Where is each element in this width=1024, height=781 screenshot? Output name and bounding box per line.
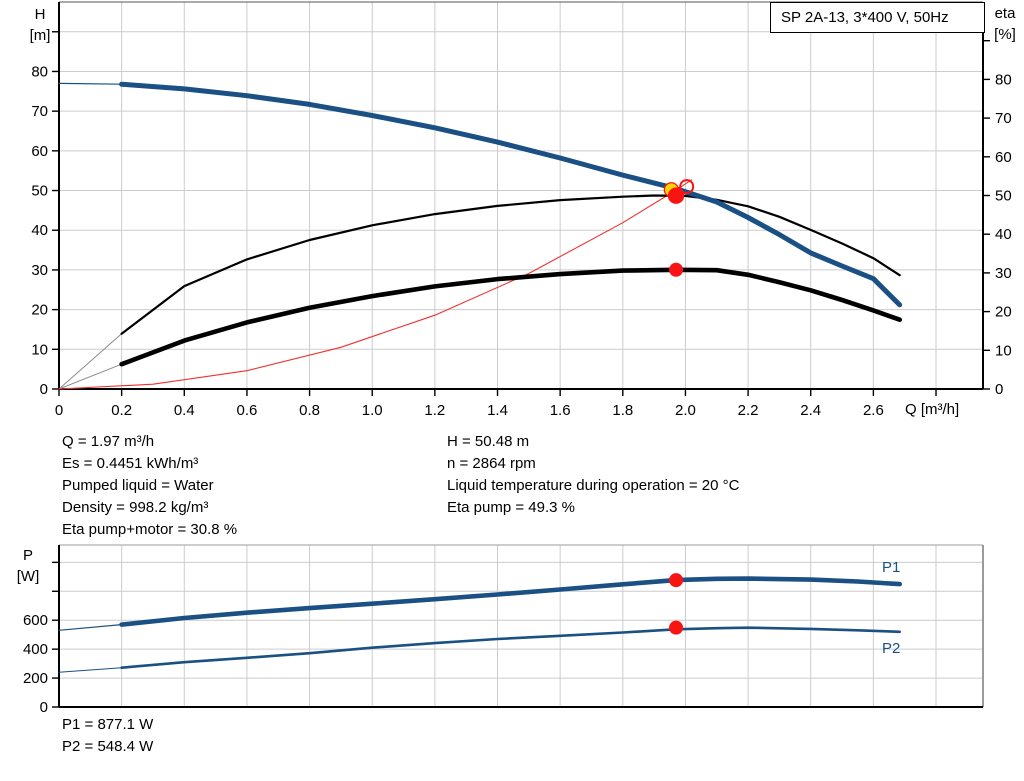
h-axis-quantity: H [34, 6, 46, 23]
y-right-tick-label: 20 [995, 304, 1012, 321]
x-tick-label: 0.4 [174, 402, 195, 419]
system-curve [58, 179, 693, 390]
x-tick-label: 1.8 [612, 402, 633, 419]
x-tick-label: 2.4 [800, 402, 821, 419]
y-right-tick-label: 0 [995, 381, 1003, 398]
eta-axis-quantity: eta [994, 5, 1016, 22]
x-tick-label: 1.6 [550, 402, 571, 419]
density-text: Density = 998.2 kg/m³ [62, 499, 209, 516]
eta-pump-motor-connector [58, 363, 123, 390]
y-left-tick-label: 600 [23, 612, 48, 629]
duty-point-eta-pump-motor [669, 262, 684, 277]
p-axis-quantity: P [22, 547, 33, 564]
duty-head-text: H = 50.48 m [447, 433, 530, 450]
speed-text: n = 2864 rpm [447, 455, 536, 472]
eta-pump-connector [58, 333, 123, 390]
eta-axis-unit: [%] [994, 26, 1016, 43]
x-tick-label: 1.2 [424, 402, 445, 419]
duty-flow-text: Q = 1.97 m³/h [62, 433, 155, 450]
q-axis-unit-label: Q [m³/h] [905, 401, 960, 418]
duty-point-eta-pump [667, 187, 685, 204]
y-left-tick-label: 30 [31, 262, 48, 279]
pump-type-label: SP 2A-13, 3*400 V, 50Hz [781, 9, 949, 26]
p2-curve-label: P2 [882, 640, 901, 657]
x-tick-label: 1.0 [362, 402, 383, 419]
y-right-tick-label: 10 [995, 342, 1012, 359]
p1-value-text: P1 = 877.1 W [62, 716, 154, 733]
duty-point-p1 [669, 573, 684, 588]
liquid-temp-text: Liquid temperature during operation = 20… [447, 477, 740, 494]
head-curve [119, 81, 903, 308]
rated-point-ring [679, 179, 695, 195]
eta-pump-curve [120, 194, 901, 335]
x-tick-label: 2.0 [675, 402, 696, 419]
h-axis-unit: [m] [29, 27, 51, 44]
p-axis-title: P [W] [8, 545, 48, 587]
y-left-tick-label: 400 [23, 641, 48, 658]
eta-pump-motor-text: Eta pump+motor = 30.8 % [62, 521, 238, 538]
eta-axis-title: eta [%] [986, 3, 1024, 45]
h-axis-title: H [m] [22, 4, 58, 46]
y-left-tick-label: 0 [40, 699, 48, 716]
p2-curve-leadin [58, 667, 123, 673]
y-left-tick-label: 40 [31, 222, 48, 239]
head-curve-leadin [58, 82, 123, 85]
y-left-tick-label: 20 [31, 302, 48, 319]
x-tick-label: 0.2 [111, 402, 132, 419]
x-tick-label: 2.6 [863, 402, 884, 419]
y-right-tick-label: 30 [995, 265, 1012, 282]
y-left-tick-label: 80 [31, 63, 48, 80]
y-right-tick-label: 70 [995, 110, 1012, 127]
p1-curve-label: P1 [882, 559, 901, 576]
x-tick-label: 2.2 [738, 402, 759, 419]
y-right-tick-label: 50 [995, 188, 1012, 205]
y-left-tick-label: 70 [31, 103, 48, 120]
pump-type-box: SP 2A-13, 3*400 V, 50Hz [770, 2, 985, 33]
y-right-tick-label: 60 [995, 149, 1012, 166]
pumped-liquid-text: Pumped liquid = Water [62, 477, 214, 494]
y-left-tick-label: 50 [31, 183, 48, 200]
y-left-tick-label: 10 [31, 341, 48, 358]
x-tick-label: 1.4 [487, 402, 508, 419]
p1-curve [119, 576, 903, 627]
p1-curve-leadin [58, 623, 123, 631]
y-left-tick-label: 0 [40, 381, 48, 398]
x-tick-label: 0.6 [237, 402, 258, 419]
p-axis-unit: [W] [16, 568, 40, 585]
p2-value-text: P2 = 548.4 W [62, 738, 154, 755]
duty-point-p2 [669, 620, 684, 635]
x-tick-label: 0 [55, 402, 63, 419]
specific-energy-text: Es = 0.4451 kWh/m³ [62, 455, 199, 472]
eta-pump-text: Eta pump = 49.3 % [447, 499, 575, 516]
x-tick-label: 0.8 [299, 402, 320, 419]
y-left-tick-label: 200 [23, 670, 48, 687]
y-left-tick-label: 60 [31, 143, 48, 160]
p2-curve [120, 626, 902, 670]
y-right-tick-label: 40 [995, 226, 1012, 243]
eta-pump-motor-curve [119, 267, 903, 367]
y-right-tick-label: 80 [995, 71, 1012, 88]
